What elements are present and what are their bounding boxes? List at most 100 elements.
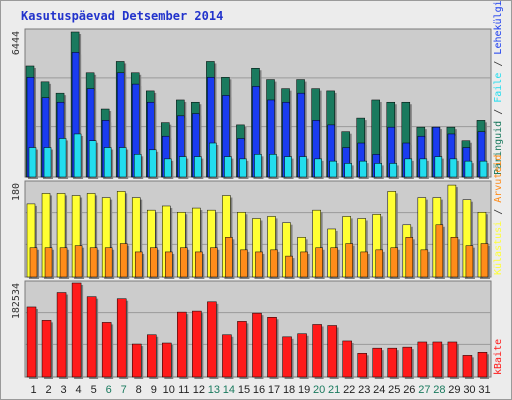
bar-lehekülgi-14 [224,156,232,178]
x-tick-label: 15 [238,384,250,396]
x-tick-label: 11 [178,384,189,396]
bar-kbaite-27 [417,341,428,378]
bar-lehekülgi-7 [118,147,127,178]
bar-lehekülgi-16 [254,154,262,178]
bar-lehekülgi-24 [374,163,382,178]
bar-lehekülgi-29 [449,158,458,178]
legend-separator: / [493,203,504,221]
x-tick-label: 19 [298,384,310,396]
bar-kbaite-26 [402,346,413,378]
bar-arvuteid-1 [29,247,38,278]
bar-lehekülgi-19 [299,156,307,178]
x-tick-label: 27 [418,384,430,396]
bar-lehekülgi-3 [58,138,67,178]
bar-kbaite-25 [387,347,398,378]
bar-arvuteid-15 [240,249,248,278]
chart-title: Kasutuspäevad Detsember 2014 [21,9,224,23]
bar-lehekülgi-8 [133,154,142,178]
x-tick-label: 24 [373,384,385,396]
legend-label: Arvuteid [493,155,504,203]
bar-kbaite-28 [432,341,443,378]
bar-arvuteid-9 [150,247,158,278]
bar-arvuteid-25 [390,247,399,278]
bar-kbaite-5 [86,296,97,378]
x-tick-label: 9 [151,384,157,396]
bar-arvuteid-18 [285,255,293,278]
x-tick-label: 18 [283,384,295,396]
x-tick-label: 22 [343,384,355,396]
x-tick-label: 1 [30,384,36,396]
bar-kbaite-22 [342,340,352,378]
bar-lehekülgi-5 [88,140,97,178]
bar-arvuteid-22 [345,243,353,278]
x-tick-label: 14 [223,384,235,396]
bar-arvuteid-26 [405,237,414,278]
bar-lehekülgi-20 [314,158,322,178]
bar-arvuteid-30 [465,245,474,278]
bar-arvuteid-4 [74,245,83,278]
bar-lehekülgi-31 [479,160,488,178]
x-tick-label: 20 [313,384,325,396]
legend-label: Päringuid [493,121,504,175]
bar-arvuteid-13 [210,247,218,278]
bar-kbaite-3 [56,292,67,378]
y-max-label: 182534 [11,283,22,319]
bar-lehekülgi-22 [344,163,352,178]
bar-lehekülgi-23 [359,160,367,178]
bar-lehekülgi-26 [404,158,413,178]
x-tick-label: 2 [45,384,51,396]
bar-lehekülgi-18 [284,156,292,178]
bar-arvuteid-8 [134,251,143,278]
legend-label: Külastusi [493,221,504,275]
bar-arvuteid-11 [180,247,188,278]
bar-lehekülgi-12 [194,156,202,178]
x-tick-label: 8 [136,384,142,396]
x-tick-label: 13 [208,384,220,396]
x-tick-label: 6 [106,384,112,396]
bar-kbaite-7 [116,298,127,378]
side-legend: Külastusi / Arvuteid [493,155,504,275]
bar-arvuteid-14 [225,237,233,278]
bar-lehekülgi-4 [73,133,82,178]
legend-separator: / [493,55,504,73]
x-tick-label: 4 [76,384,82,396]
bar-kbaite-30 [462,355,473,378]
bar-kbaite-18 [282,336,292,378]
legend-label: Faile [493,73,504,103]
bar-kbaite-20 [312,324,322,378]
x-tick-label: 30 [463,384,475,396]
bar-lehekülgi-2 [43,147,52,178]
bar-lehekülgi-30 [464,160,473,178]
x-tick-label: 28 [433,384,445,396]
bar-lehekülgi-10 [164,158,172,178]
bar-arvuteid-6 [104,247,113,278]
bar-kbaite-31 [477,352,488,378]
bar-kbaite-4 [71,282,82,378]
x-tick-label: 31 [478,384,490,396]
bar-arvuteid-10 [165,251,173,278]
bar-kbaite-23 [357,353,367,378]
bar-lehekülgi-28 [434,156,443,178]
bar-kbaite-29 [447,341,458,378]
bar-arvuteid-3 [59,247,68,278]
bar-arvuteid-16 [255,251,263,278]
bar-kbaite-9 [147,334,157,378]
bar-lehekülgi-13 [209,142,217,178]
bar-kbaite-24 [372,347,382,378]
x-tick-label: 10 [163,384,175,396]
bar-kbaite-12 [192,310,202,378]
bar-kbaite-19 [297,333,307,378]
bar-arvuteid-19 [300,251,308,278]
bar-lehekülgi-6 [103,147,112,178]
y-max-label: 180 [11,183,22,201]
x-tick-label: 16 [253,384,265,396]
bar-arvuteid-2 [44,247,53,278]
y-max-label: 6444 [11,31,22,55]
bar-arvuteid-21 [330,247,338,278]
x-tick-label: 29 [448,384,460,396]
x-tick-label: 7 [121,384,127,396]
x-tick-label: 23 [358,384,370,396]
bar-kbaite-6 [101,322,112,378]
bar-arvuteid-27 [420,249,429,278]
